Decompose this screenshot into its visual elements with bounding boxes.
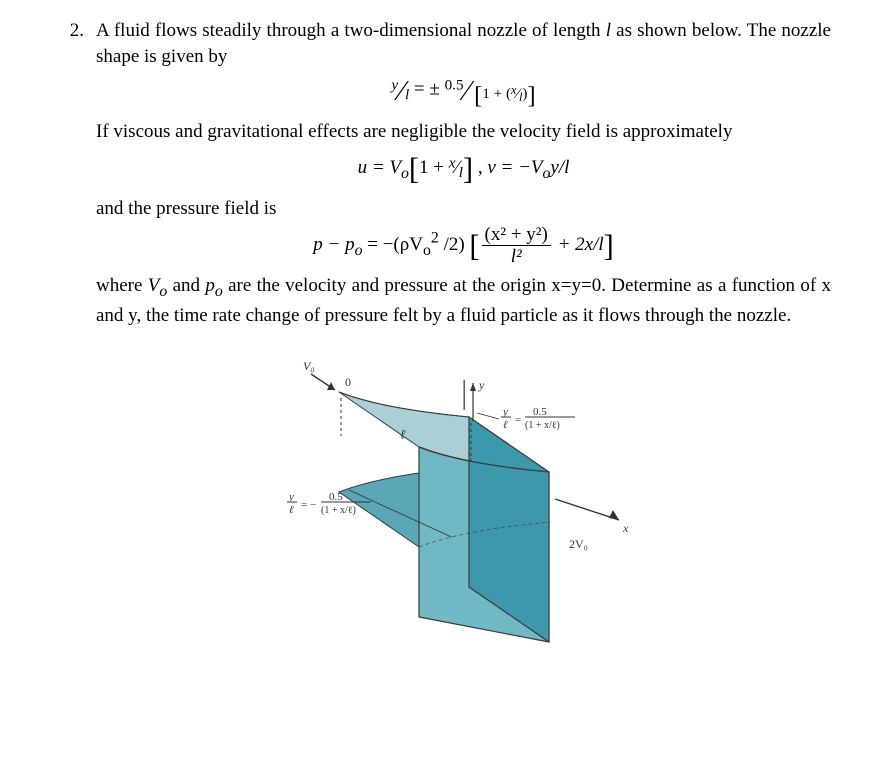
- numerator: x: [449, 154, 456, 171]
- velocity-intro: If viscous and gravitational effects are…: [96, 119, 831, 145]
- text: where: [96, 275, 148, 296]
- u-expr: u = Vo: [358, 157, 409, 178]
- problem: 2. A fluid flows steadily through a two-…: [48, 18, 831, 690]
- xy-fraction: (x² + y²)l²: [482, 225, 551, 266]
- rhs-coeff: = −(ρVo2 /2): [363, 234, 470, 255]
- equals-pm: = ±: [414, 79, 445, 100]
- left-bracket-icon: [: [409, 152, 419, 186]
- figure-container: V₀0yℓx2V₀yℓ=0.5(1 + x/ℓ)yℓ= −0.5(1 + x/ℓ…: [96, 352, 831, 690]
- text: v = −V: [487, 157, 542, 178]
- pressure-equation: p − po = −(ρVo2 /2) [(x² + y²)l² + 2x/l]: [96, 225, 831, 267]
- page: 2. A fluid flows steadily through a two-…: [0, 0, 879, 714]
- svg-text:V₀: V₀: [303, 359, 315, 373]
- svg-text:ℓ: ℓ: [503, 419, 508, 431]
- denominator: [1 + (x⁄l)]: [470, 85, 535, 102]
- svg-text:(1 + x/ℓ): (1 + x/ℓ): [321, 505, 356, 516]
- sub: o: [423, 242, 431, 259]
- numerator: 0.5: [445, 76, 464, 93]
- text: p − p: [313, 234, 354, 255]
- nozzle-shape-equation: y⁄l = ± 0.5⁄ [1 + (x⁄l)]: [96, 73, 831, 113]
- text: A fluid flows steadily through a two-dim…: [96, 20, 606, 41]
- x-over-l: x⁄l: [511, 85, 522, 102]
- velocity-equation: u = Vo[1 + x⁄l] , v = −Voy/l: [96, 149, 831, 190]
- svg-text:0.5: 0.5: [533, 406, 547, 418]
- symbol-Vo: Vo: [148, 275, 168, 296]
- numerator: (x² + y²): [482, 225, 551, 246]
- sub: o: [355, 242, 363, 259]
- svg-text:y: y: [288, 491, 294, 503]
- svg-text:x: x: [622, 521, 629, 535]
- svg-text:y: y: [478, 378, 485, 392]
- rhs-fraction: 0.5⁄ [1 + (x⁄l)]: [445, 79, 536, 100]
- intro-paragraph: A fluid flows steadily through a two-dim…: [96, 18, 831, 69]
- nozzle-figure: V₀0yℓx2V₀yℓ=0.5(1 + x/ℓ)yℓ= −0.5(1 + x/ℓ…: [279, 352, 649, 682]
- text: l²: [511, 246, 522, 267]
- closing-paragraph: where Vo and po are the velocity and pre…: [96, 273, 831, 328]
- svg-text:=: =: [515, 414, 521, 426]
- denominator: l²: [482, 246, 551, 266]
- svg-text:0: 0: [345, 375, 351, 389]
- text: 1 +: [419, 157, 449, 178]
- slash-icon: ⁄: [465, 73, 470, 111]
- text: y/l: [550, 157, 569, 178]
- text: V: [148, 275, 160, 296]
- slash-icon: ⁄: [399, 73, 404, 111]
- symbol-po: po: [205, 275, 222, 296]
- numerator: y: [391, 76, 398, 93]
- denominator: l: [405, 85, 409, 102]
- x-over-l: x⁄l: [449, 157, 463, 178]
- svg-text:0.5: 0.5: [329, 491, 343, 503]
- v-expr: v = −Voy/l: [487, 157, 569, 178]
- text: = −(ρV: [363, 234, 423, 255]
- right-bracket-icon: ]: [463, 152, 473, 186]
- tail-term: + 2x/l: [553, 234, 604, 255]
- text: and: [167, 275, 205, 296]
- p-minus-p0: p − po: [313, 234, 362, 255]
- pressure-intro: and the pressure field is: [96, 196, 831, 222]
- svg-text:= −: = −: [301, 499, 316, 511]
- sub: o: [401, 164, 409, 181]
- y-over-l: y⁄l: [391, 79, 414, 100]
- text: 1 + (: [482, 85, 511, 102]
- svg-text:ℓ: ℓ: [400, 427, 406, 442]
- svg-text:y: y: [502, 406, 508, 418]
- svg-text:ℓ: ℓ: [289, 504, 294, 516]
- left-bracket-icon: [: [469, 229, 479, 263]
- text: /2): [439, 234, 470, 255]
- right-bracket-icon: ]: [527, 82, 535, 109]
- sup: 2: [431, 230, 439, 247]
- problem-number: 2.: [48, 18, 96, 44]
- problem-body: A fluid flows steadily through a two-dim…: [96, 18, 831, 690]
- svg-text:2V₀: 2V₀: [569, 537, 588, 551]
- svg-text:(1 + x/ℓ): (1 + x/ℓ): [525, 420, 560, 431]
- right-bracket-icon: ]: [604, 229, 614, 263]
- sub: o: [215, 283, 223, 300]
- separator: ,: [473, 157, 487, 178]
- text: p: [205, 275, 215, 296]
- text: u = V: [358, 157, 401, 178]
